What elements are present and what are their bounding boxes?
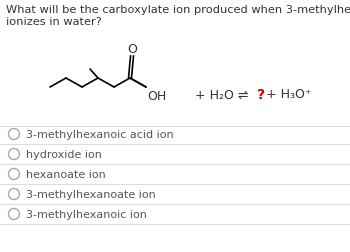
Text: ionizes in water?: ionizes in water? [6, 17, 102, 27]
Text: hydroxide ion: hydroxide ion [26, 149, 102, 159]
Text: O: O [127, 43, 137, 56]
Text: 3-methylhexanoic ion: 3-methylhexanoic ion [26, 209, 147, 219]
Text: + H₂O ⇌: + H₂O ⇌ [195, 88, 252, 101]
Text: 3-methylhexanoic acid ion: 3-methylhexanoic acid ion [26, 130, 174, 139]
Text: ?: ? [257, 88, 265, 102]
Text: hexanoate ion: hexanoate ion [26, 169, 106, 179]
Text: 3-methylhexanoate ion: 3-methylhexanoate ion [26, 189, 156, 199]
Text: + H₃O⁺: + H₃O⁺ [266, 88, 312, 101]
Text: OH: OH [147, 90, 166, 103]
Text: What will be the carboxylate ion produced when 3-methylhexanoic acid: What will be the carboxylate ion produce… [6, 5, 350, 15]
